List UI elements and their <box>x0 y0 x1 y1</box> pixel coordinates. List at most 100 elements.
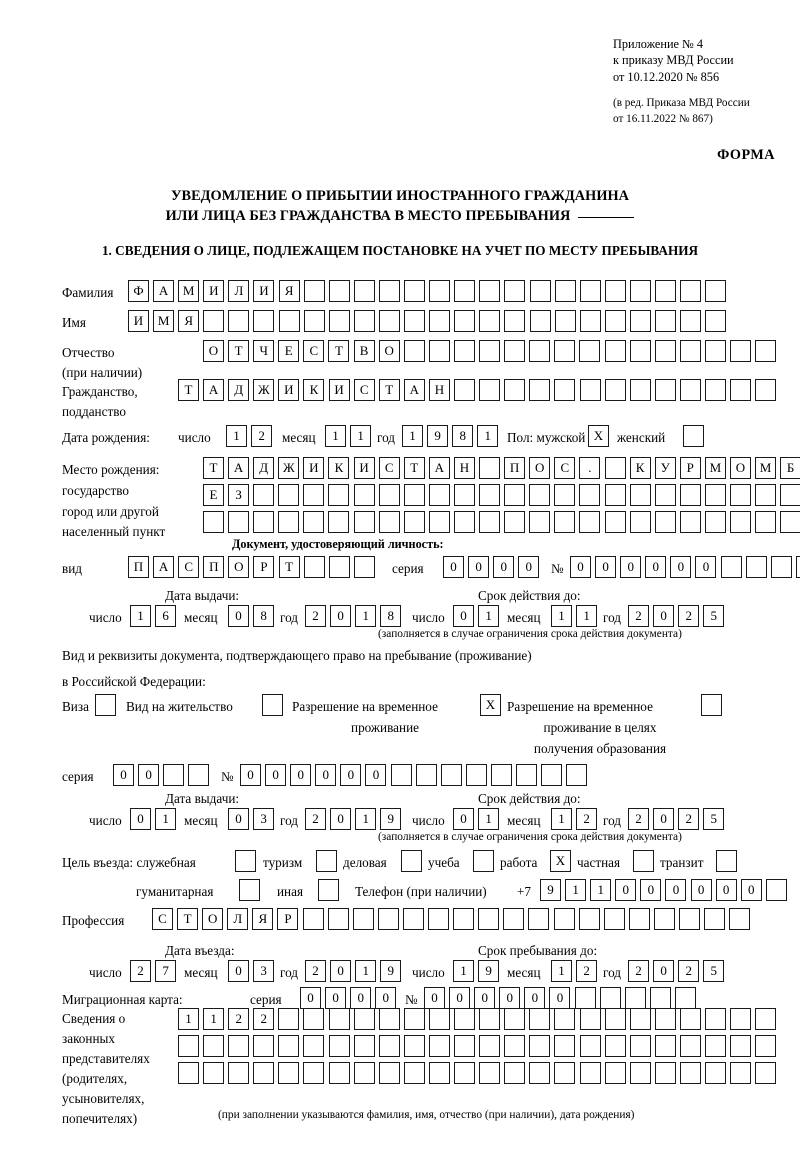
char-box[interactable] <box>318 879 339 901</box>
char-box[interactable] <box>228 511 250 533</box>
char-box[interactable] <box>428 484 450 506</box>
char-box[interactable] <box>403 1062 425 1084</box>
char-box[interactable]: П <box>203 556 225 578</box>
char-box[interactable] <box>629 379 651 401</box>
char-box[interactable]: 9 <box>478 960 500 982</box>
char-box[interactable] <box>328 556 350 578</box>
char-box[interactable] <box>454 280 476 302</box>
char-box[interactable] <box>730 379 752 401</box>
char-box[interactable] <box>674 987 696 1009</box>
char-box[interactable]: Е <box>278 340 300 362</box>
char-box[interactable]: Р <box>277 908 299 930</box>
char-box[interactable]: 0 <box>130 808 151 830</box>
char-box[interactable]: Т <box>278 556 300 578</box>
char-box[interactable]: 0 <box>365 764 387 786</box>
char-box[interactable] <box>541 764 563 786</box>
char-box[interactable] <box>188 764 210 786</box>
char-box[interactable] <box>453 484 475 506</box>
char-box[interactable] <box>720 556 742 578</box>
char-box[interactable]: 1 <box>155 808 177 830</box>
char-box[interactable]: 0 <box>375 987 397 1009</box>
char-box[interactable] <box>504 484 526 506</box>
char-box[interactable] <box>378 511 400 533</box>
char-box[interactable]: С <box>554 457 576 479</box>
char-box[interactable]: X <box>588 425 609 447</box>
char-box[interactable] <box>704 1035 726 1057</box>
char-box[interactable]: Н <box>453 457 475 479</box>
char-box[interactable]: 8 <box>380 605 402 627</box>
char-box[interactable] <box>730 1008 752 1030</box>
char-box[interactable]: Ж <box>278 457 300 479</box>
char-box[interactable]: 0 <box>325 987 347 1009</box>
char-box[interactable] <box>454 379 476 401</box>
char-box[interactable]: 0 <box>645 556 667 578</box>
char-box[interactable] <box>454 1035 476 1057</box>
char-box[interactable]: К <box>303 379 325 401</box>
char-box[interactable]: 2 <box>251 425 273 447</box>
char-box[interactable] <box>604 1062 626 1084</box>
char-box[interactable] <box>479 1008 501 1030</box>
char-box[interactable] <box>679 511 701 533</box>
char-box[interactable] <box>566 764 588 786</box>
char-box[interactable] <box>302 908 324 930</box>
char-box[interactable] <box>377 908 399 930</box>
char-box[interactable]: О <box>202 908 224 930</box>
char-box[interactable]: К <box>629 457 651 479</box>
char-box[interactable]: К <box>328 457 350 479</box>
char-box[interactable]: Ч <box>253 340 275 362</box>
purpose-work-checkbox[interactable]: X <box>550 850 575 872</box>
char-box[interactable]: 1 <box>477 425 499 447</box>
char-box[interactable] <box>479 340 501 362</box>
char-box[interactable]: 2 <box>305 605 326 627</box>
char-box[interactable]: 9 <box>380 960 402 982</box>
char-box[interactable] <box>278 1008 300 1030</box>
char-box[interactable] <box>479 457 501 479</box>
char-box[interactable]: 0 <box>424 987 445 1009</box>
purpose-study-checkbox[interactable] <box>473 850 498 872</box>
char-box[interactable] <box>378 1008 400 1030</box>
char-box[interactable] <box>633 850 654 872</box>
char-box[interactable]: И <box>203 280 225 302</box>
char-box[interactable] <box>579 1035 601 1057</box>
char-box[interactable]: Р <box>679 457 701 479</box>
char-box[interactable]: З <box>228 484 250 506</box>
char-box[interactable] <box>654 1062 676 1084</box>
char-box[interactable]: 2 <box>305 960 326 982</box>
char-box[interactable] <box>729 908 751 930</box>
char-box[interactable]: П <box>504 457 526 479</box>
char-box[interactable] <box>629 484 651 506</box>
char-box[interactable] <box>765 879 787 901</box>
char-box[interactable] <box>680 280 702 302</box>
char-box[interactable] <box>278 484 300 506</box>
char-box[interactable]: С <box>378 457 400 479</box>
char-box[interactable]: М <box>704 457 726 479</box>
char-box[interactable] <box>780 511 800 533</box>
char-box[interactable] <box>503 908 525 930</box>
char-box[interactable] <box>705 310 727 332</box>
char-box[interactable]: 0 <box>468 556 490 578</box>
char-box[interactable]: 9 <box>540 879 561 901</box>
char-box[interactable]: 1 <box>226 425 247 447</box>
temp-residence-checkbox[interactable]: X <box>480 694 505 716</box>
char-box[interactable] <box>629 511 651 533</box>
char-box[interactable] <box>402 908 424 930</box>
char-box[interactable]: 0 <box>290 764 312 786</box>
char-box[interactable] <box>235 850 256 872</box>
char-box[interactable] <box>554 340 576 362</box>
char-box[interactable] <box>654 1008 676 1030</box>
char-box[interactable] <box>604 280 626 302</box>
char-box[interactable] <box>403 340 425 362</box>
char-box[interactable] <box>303 310 325 332</box>
char-box[interactable] <box>579 484 601 506</box>
char-box[interactable] <box>579 379 601 401</box>
char-box[interactable] <box>478 908 500 930</box>
